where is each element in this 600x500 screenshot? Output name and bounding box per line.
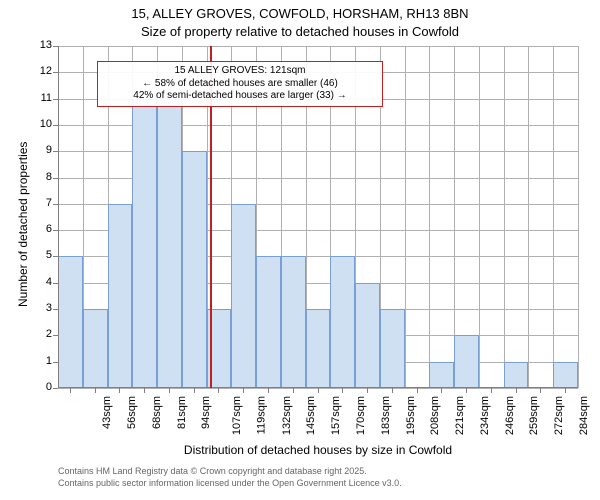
y-tick-label: 6 [30,223,52,235]
x-tick-label: 157sqm [330,396,342,435]
histogram-bar [355,283,380,388]
x-axis-label: Distribution of detached houses by size … [58,443,578,457]
chart-title-1: 15, ALLEY GROVES, COWFOLD, HORSHAM, RH13… [0,6,600,21]
y-tick-label: 10 [30,118,52,130]
callout-line: ← 58% of detached houses are smaller (46… [104,78,376,91]
callout-box: 15 ALLEY GROVES: 121sqm← 58% of detached… [97,61,383,107]
x-tick-label: 56sqm [126,396,138,429]
x-tick-label: 183sqm [380,396,392,435]
plot-area: 15 ALLEY GROVES: 121sqm← 58% of detached… [58,46,578,388]
histogram-bar [231,204,256,388]
histogram-bar [454,335,479,388]
histogram-bar [429,362,454,388]
callout-line: 15 ALLEY GROVES: 121sqm [104,65,376,78]
gridline-v [479,46,480,388]
x-tick-label: 195sqm [405,396,417,435]
y-tick-label: 13 [30,39,52,51]
gridline-v [504,46,505,388]
histogram-bar [553,362,578,388]
x-tick-label: 246sqm [504,396,516,435]
x-tick-label: 272sqm [553,396,565,435]
y-tick-label: 2 [30,328,52,340]
histogram-bar [182,151,207,388]
y-axis-label: Number of detached properties [16,142,30,307]
histogram-bar [504,362,529,388]
gridline-v [578,46,579,388]
gridline-v [429,46,430,388]
gridline-v [405,46,406,388]
y-tick-label: 4 [30,276,52,288]
chart-container: 15, ALLEY GROVES, COWFOLD, HORSHAM, RH13… [0,0,600,500]
histogram-bar [330,256,355,388]
histogram-bar [132,99,157,388]
y-tick-label: 8 [30,171,52,183]
histogram-bar [157,99,182,388]
x-tick-label: 68sqm [151,396,163,429]
histogram-bar [380,309,405,388]
y-tick-label: 0 [30,381,52,393]
x-tick-label: 107sqm [231,396,243,435]
x-tick-label: 170sqm [355,396,367,435]
histogram-bar [281,256,306,388]
histogram-bar [58,256,83,388]
x-tick-label: 81sqm [176,396,188,429]
gridline-v [528,46,529,388]
y-tick-label: 3 [30,302,52,314]
y-tick-label: 9 [30,144,52,156]
y-tick-label: 12 [30,65,52,77]
y-tick-label: 5 [30,249,52,261]
x-tick-label: 43sqm [101,396,113,429]
x-tick-label: 94sqm [200,396,212,429]
chart-title-2: Size of property relative to detached ho… [0,24,600,39]
footer-line-1: Contains HM Land Registry data © Crown c… [58,466,367,476]
callout-line: 42% of semi-detached houses are larger (… [104,90,376,103]
x-tick-label: 208sqm [429,396,441,435]
gridline-h [58,46,578,47]
x-tick-label: 119sqm [255,396,267,434]
x-tick-label: 145sqm [306,396,318,435]
x-tick-label: 284sqm [578,396,590,435]
y-tick-label: 11 [30,92,52,104]
y-tick-label: 1 [30,355,52,367]
y-tick-label: 7 [30,197,52,209]
footer-line-2: Contains public sector information licen… [58,478,402,488]
gridline-v [553,46,554,388]
x-tick-label: 234sqm [479,396,491,435]
x-tick-label: 221sqm [454,396,466,435]
histogram-bar [83,309,108,388]
x-tick-label: 259sqm [528,396,540,435]
x-tick-label: 132sqm [281,396,293,435]
histogram-bar [306,309,331,388]
histogram-bar [108,204,133,388]
histogram-bar [256,256,281,388]
